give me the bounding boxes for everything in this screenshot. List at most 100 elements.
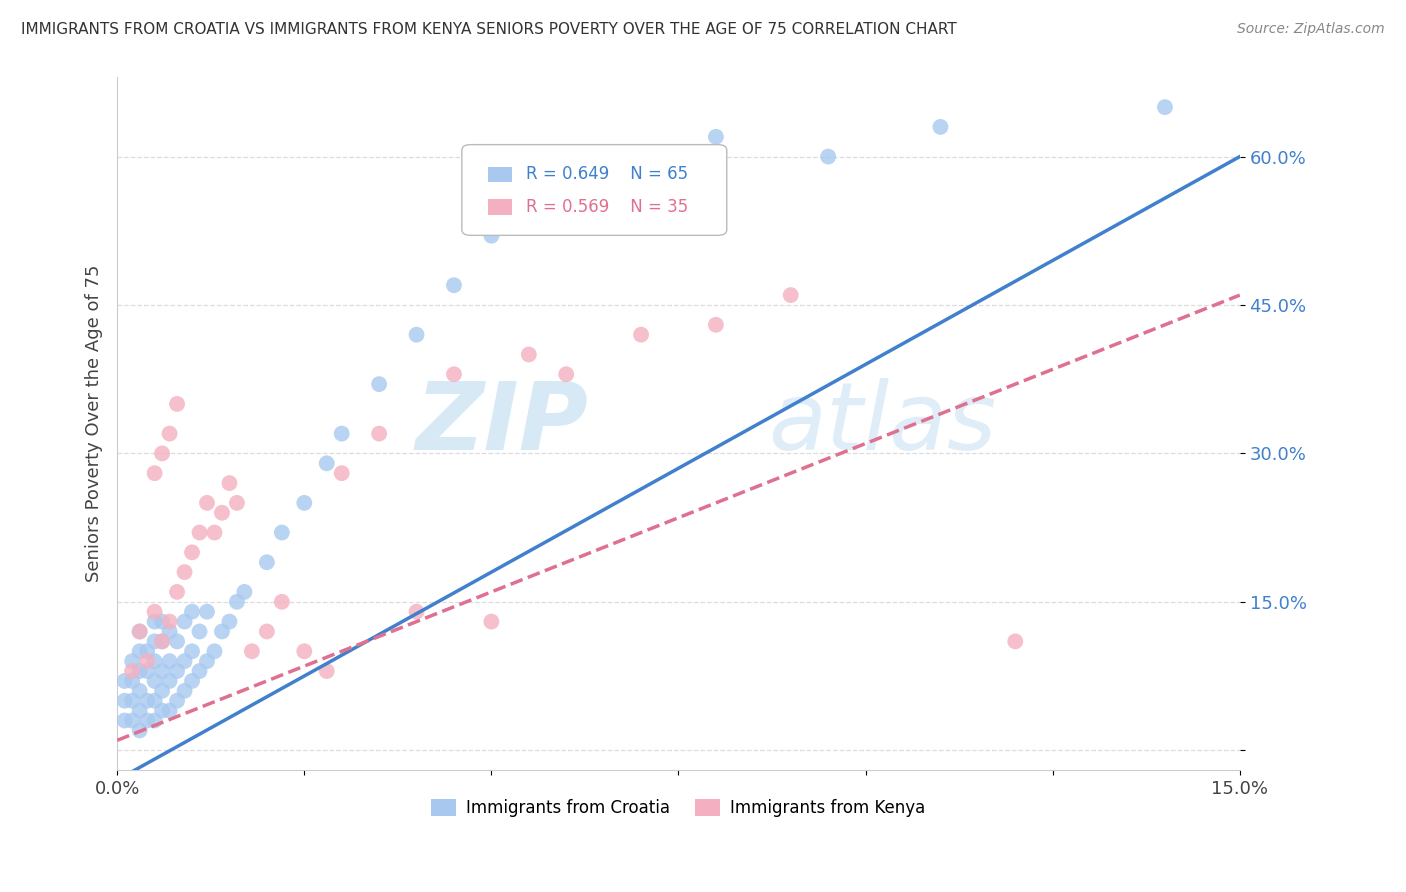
Point [204,525,226,540]
Point [143,654,166,668]
Point [121,694,143,708]
Point [256,555,278,569]
Point [159,654,181,668]
Point [188,624,211,639]
Text: ZIP: ZIP [416,377,589,470]
Point [555,179,578,194]
Point [479,615,502,629]
Point [630,150,652,164]
Point [218,615,240,629]
Point [128,664,150,678]
Point [173,615,195,629]
Point [121,714,143,728]
Point [128,723,150,738]
Text: atlas: atlas [768,378,997,469]
Point [150,446,173,460]
Point [136,644,159,658]
Legend: Immigrants from Croatia, Immigrants from Kenya: Immigrants from Croatia, Immigrants from… [425,792,932,824]
Point [150,683,173,698]
Point [150,704,173,718]
Point [121,664,143,678]
Point [128,644,150,658]
Point [136,714,159,728]
Point [121,673,143,688]
Point [368,426,391,441]
Point [181,545,204,559]
Point [143,634,166,648]
Point [368,377,391,392]
Point [143,694,166,708]
Point [159,615,181,629]
Point [188,525,211,540]
Point [443,278,465,293]
Point [166,634,188,648]
Point [195,654,218,668]
Point [256,624,278,639]
Point [517,347,540,361]
Point [929,120,952,134]
Point [1004,634,1026,648]
Point [405,327,427,342]
Point [114,714,136,728]
Text: R = 0.569    N = 35: R = 0.569 N = 35 [526,198,688,216]
Point [150,664,173,678]
Point [143,605,166,619]
Point [166,694,188,708]
Point [150,634,173,648]
Point [817,150,839,164]
Point [204,644,226,658]
Point [226,496,249,510]
Point [128,683,150,698]
Point [233,585,256,599]
Point [166,397,188,411]
Text: Source: ZipAtlas.com: Source: ZipAtlas.com [1237,22,1385,37]
Text: IMMIGRANTS FROM CROATIA VS IMMIGRANTS FROM KENYA SENIORS POVERTY OVER THE AGE OF: IMMIGRANTS FROM CROATIA VS IMMIGRANTS FR… [21,22,957,37]
Point [181,605,204,619]
Point [330,426,353,441]
Point [443,368,465,382]
Point [159,704,181,718]
FancyBboxPatch shape [488,167,512,182]
Point [159,426,181,441]
Point [128,624,150,639]
Point [211,624,233,639]
Point [143,673,166,688]
Point [240,644,263,658]
Point [181,673,204,688]
Point [704,318,727,332]
Point [159,673,181,688]
Point [405,605,427,619]
Point [150,634,173,648]
Point [136,694,159,708]
Point [128,624,150,639]
Point [270,525,292,540]
Point [166,664,188,678]
Point [121,654,143,668]
Point [555,368,578,382]
Point [143,714,166,728]
Point [218,476,240,491]
Point [195,605,218,619]
Point [136,654,159,668]
Point [195,496,218,510]
Point [315,664,337,678]
Point [315,456,337,470]
Point [226,595,249,609]
Point [330,466,353,480]
Point [166,585,188,599]
Point [114,673,136,688]
Point [143,466,166,480]
Y-axis label: Seniors Poverty Over the Age of 75: Seniors Poverty Over the Age of 75 [86,265,103,582]
Point [704,129,727,144]
FancyBboxPatch shape [461,145,727,235]
Point [188,664,211,678]
Point [479,228,502,243]
Point [173,565,195,579]
Point [114,694,136,708]
Point [630,327,652,342]
Point [173,683,195,698]
Point [779,288,801,302]
Point [150,615,173,629]
Point [128,704,150,718]
Point [181,644,204,658]
